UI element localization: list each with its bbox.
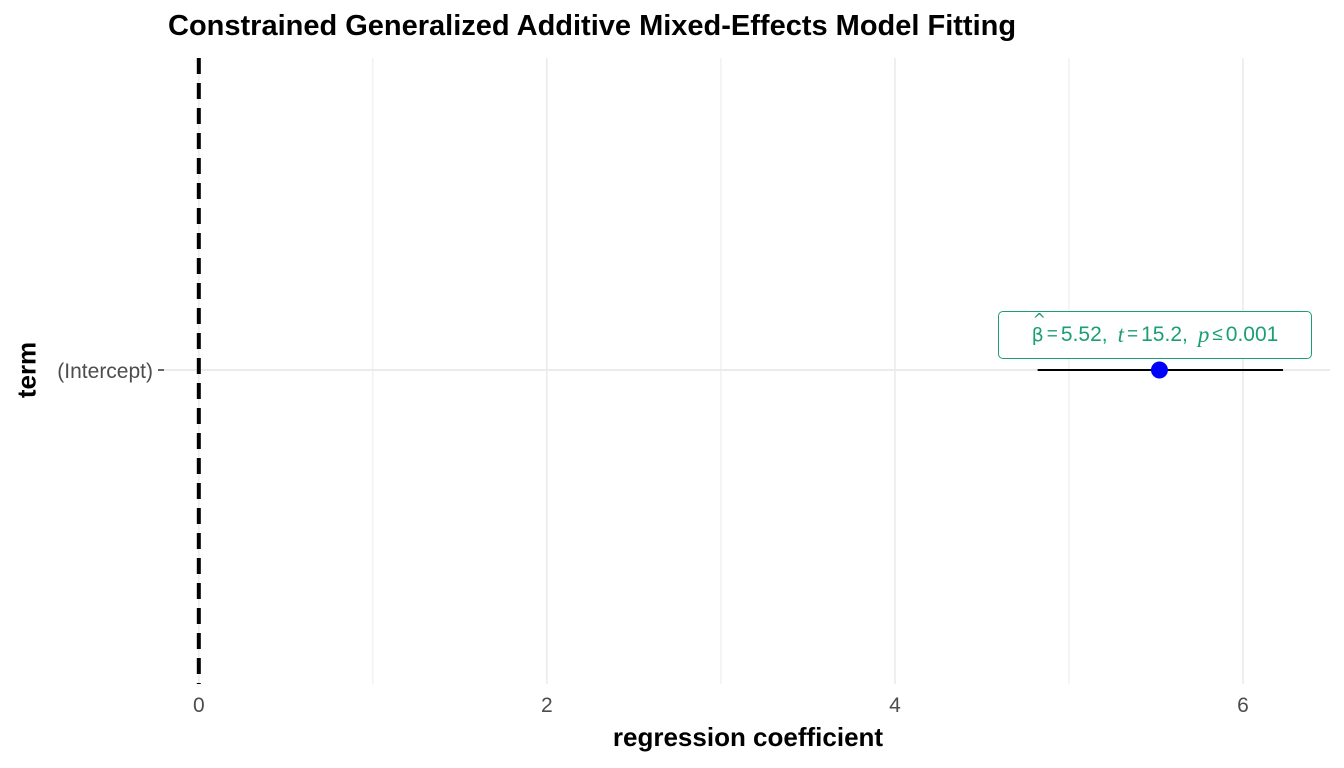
x-tick-label: 6 [1237, 694, 1249, 717]
t-symbol: t [1117, 322, 1125, 347]
less-equal-sign: ≤ [1212, 324, 1223, 345]
y-axis-label: term [11, 341, 42, 399]
x-tick-label: 4 [889, 694, 901, 717]
chart-title: Constrained Generalized Additive Mixed-E… [168, 10, 1017, 42]
x-axis-label: regression coefficient [612, 722, 884, 752]
comma: , [1101, 323, 1108, 346]
p-value: 0.001 [1225, 323, 1279, 346]
equals-sign: = [1046, 324, 1058, 345]
x-tick-label: 2 [541, 694, 553, 717]
equals-sign: = [1127, 324, 1139, 345]
x-tick-label: 0 [193, 694, 205, 717]
p-symbol: p [1197, 322, 1210, 347]
estimate-value: 5.52 [1060, 323, 1102, 346]
comma: , [1182, 323, 1188, 346]
beta-hat-symbol: β [1032, 310, 1047, 346]
y-tick-label: (Intercept) [57, 360, 153, 383]
estimate-annotation-label: β = 5.52, t = 15.2, p ≤ 0.001 [998, 310, 1312, 359]
t-value: 15.2 [1141, 323, 1182, 346]
estimate-point [1150, 361, 1168, 379]
